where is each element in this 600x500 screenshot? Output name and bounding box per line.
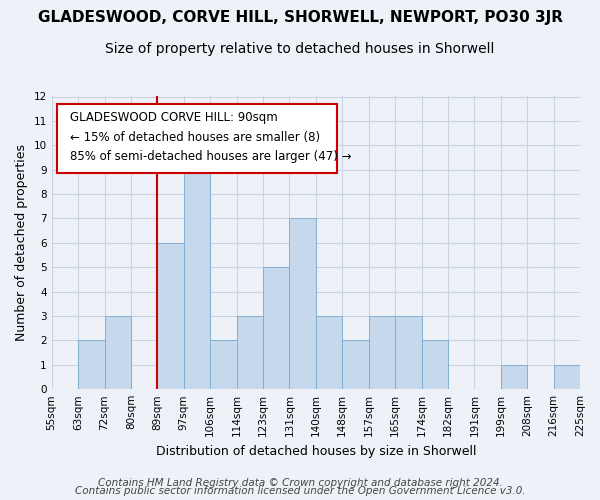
Bar <box>184 146 210 389</box>
Bar <box>263 267 289 389</box>
Text: Contains public sector information licensed under the Open Government Licence v3: Contains public sector information licen… <box>74 486 526 496</box>
FancyBboxPatch shape <box>57 104 337 172</box>
Bar <box>368 316 395 389</box>
Bar <box>289 218 316 389</box>
Y-axis label: Number of detached properties: Number of detached properties <box>15 144 28 342</box>
Text: Contains HM Land Registry data © Crown copyright and database right 2024.: Contains HM Land Registry data © Crown c… <box>98 478 502 488</box>
Bar <box>104 316 131 389</box>
Bar <box>554 365 580 389</box>
Bar <box>342 340 368 389</box>
Bar <box>78 340 104 389</box>
X-axis label: Distribution of detached houses by size in Shorwell: Distribution of detached houses by size … <box>155 444 476 458</box>
Bar <box>316 316 342 389</box>
Bar <box>395 316 421 389</box>
Bar <box>157 243 184 389</box>
Text: GLADESWOOD CORVE HILL: 90sqm
← 15% of detached houses are smaller (8)
85% of sem: GLADESWOOD CORVE HILL: 90sqm ← 15% of de… <box>70 111 352 163</box>
Bar <box>421 340 448 389</box>
Bar <box>501 365 527 389</box>
Text: GLADESWOOD, CORVE HILL, SHORWELL, NEWPORT, PO30 3JR: GLADESWOOD, CORVE HILL, SHORWELL, NEWPOR… <box>37 10 563 25</box>
Text: Size of property relative to detached houses in Shorwell: Size of property relative to detached ho… <box>106 42 494 56</box>
Bar <box>236 316 263 389</box>
Bar <box>210 340 236 389</box>
